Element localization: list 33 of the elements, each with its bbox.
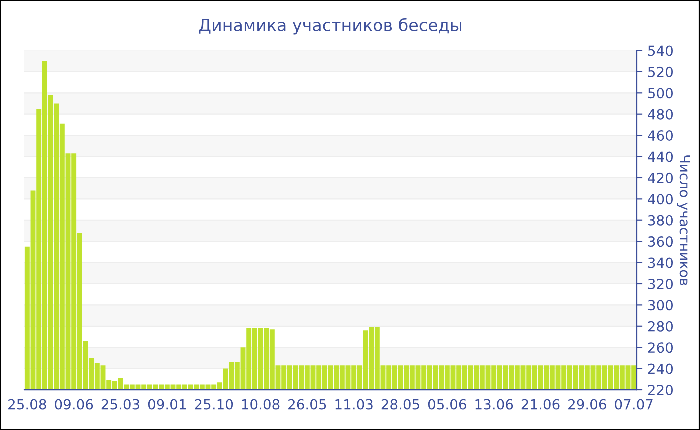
x-tick-label: 25.03 (102, 399, 140, 410)
y-tick-label: 480 (648, 109, 674, 120)
x-tick-label: 29.06 (568, 399, 606, 410)
y-tick-label: 260 (648, 342, 674, 354)
x-tick-label: 07.07 (615, 399, 653, 410)
y-tick-label: 380 (648, 215, 674, 226)
x-tick-label: 28.05 (382, 399, 420, 410)
x-tick-label: 25.08 (8, 399, 46, 410)
x-tick-label: 11.03 (336, 399, 373, 410)
y-axis-title: Число участников (677, 156, 690, 286)
y-tick-label: 440 (648, 152, 674, 162)
chart-title: Динамика участников беседы (199, 18, 462, 35)
y-tick-label: 300 (648, 300, 674, 311)
x-tick-label: 05.06 (428, 399, 466, 410)
y-tick-label: 320 (648, 278, 674, 290)
y-tick-label: 420 (648, 172, 674, 184)
x-tick-label: 25.10 (195, 399, 234, 410)
x-tick-label: 10.08 (242, 399, 280, 410)
y-tick-label: 500 (648, 88, 674, 99)
y-tick-label: 360 (648, 236, 674, 248)
y-tick-label: 460 (648, 130, 674, 142)
y-tick-label: 400 (648, 194, 674, 205)
y-tick-label: 280 (648, 321, 674, 332)
x-tick-label: 26.05 (288, 399, 326, 410)
x-tick-label: 09.01 (148, 399, 186, 410)
y-tick-label: 340 (648, 258, 674, 268)
y-tick-label: 540 (648, 46, 674, 56)
y-tick-label: 520 (648, 66, 674, 78)
x-tick-label: 21.06 (522, 399, 560, 410)
x-tick-label: 09.06 (55, 399, 94, 410)
y-tick-label: 240 (648, 364, 674, 374)
y-tick-label: 220 (648, 384, 674, 396)
x-tick-label: 13.06 (476, 399, 514, 410)
